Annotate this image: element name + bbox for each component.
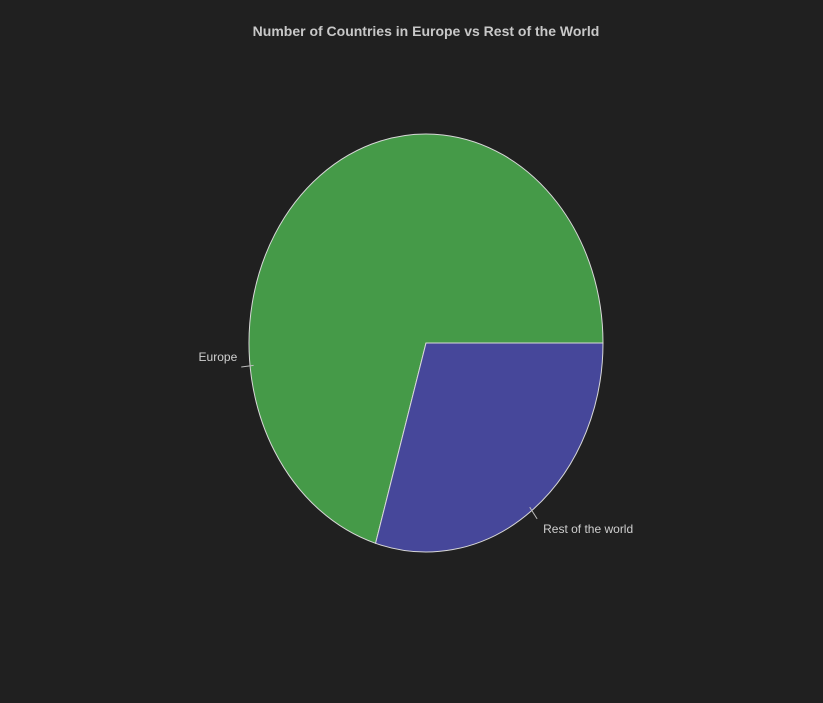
leader-line-europe bbox=[241, 364, 254, 368]
pie-label-europe: Europe bbox=[199, 350, 238, 364]
pie-label-rest-of-the-world: Rest of the world bbox=[543, 522, 633, 536]
pie-slice-europe[interactable] bbox=[248, 133, 604, 544]
pie-slices bbox=[248, 133, 604, 553]
leader-line-rest-of-the-world bbox=[529, 506, 538, 520]
pie-labels: Europe Rest of the world bbox=[199, 350, 634, 536]
chart-title: Number of Countries in Europe vs Rest of… bbox=[253, 23, 600, 39]
